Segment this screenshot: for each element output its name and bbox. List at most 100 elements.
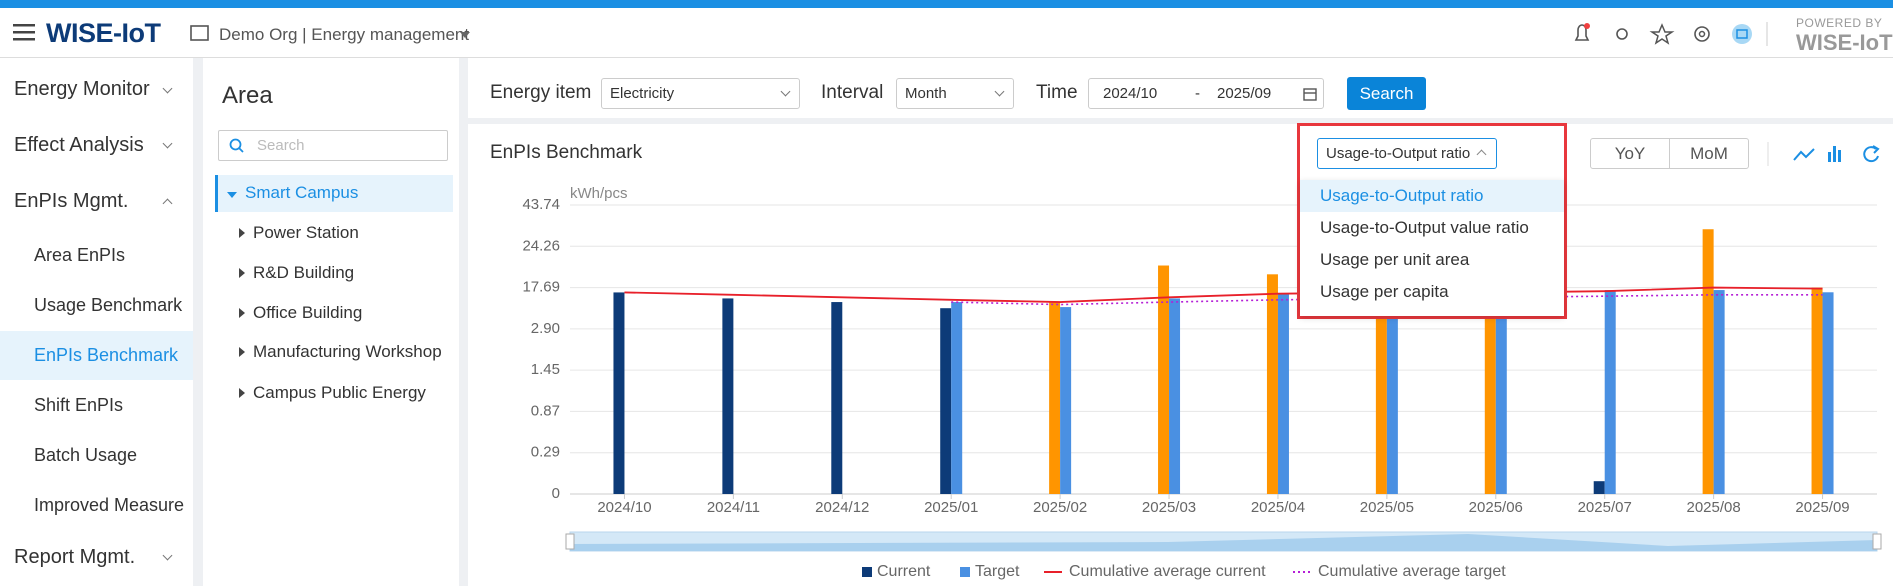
search-box[interactable]: Search <box>218 130 448 161</box>
submenu-item[interactable]: Improved Measure <box>34 495 185 515</box>
bar <box>1375 310 1387 494</box>
y-tick-label: 0.29 <box>531 444 560 461</box>
submenu-item[interactable]: Usage Benchmark <box>34 295 183 315</box>
submenu-item[interactable]: Area EnPIs <box>34 245 126 265</box>
y-axis-unit: kWh/pcs <box>570 185 628 202</box>
x-tick-label: 2024/12 <box>815 499 869 516</box>
header-icons <box>1574 22 1768 46</box>
y-tick-label: 17.69 <box>522 279 560 296</box>
date-range[interactable]: 2024/10 - 2025/09 <box>1088 78 1324 109</box>
metric-option[interactable]: Usage per unit area <box>1320 250 1470 269</box>
y-tick-label: 0.87 <box>531 402 560 419</box>
bar <box>1169 298 1181 494</box>
bar <box>1593 481 1605 494</box>
submenu-item[interactable]: Shift EnPIs <box>34 395 124 415</box>
search-button[interactable]: Search <box>1347 77 1426 110</box>
tree-node[interactable]: R&D Building <box>253 263 355 282</box>
x-tick-label: 2025/07 <box>1578 499 1632 516</box>
bar <box>1484 309 1496 494</box>
bar <box>1158 265 1170 494</box>
metric-option[interactable]: Usage-to-Output ratio <box>1320 186 1484 205</box>
bar <box>1822 292 1834 494</box>
energy-item-select[interactable]: Electricity <box>601 78 800 109</box>
area-title: Area <box>222 82 273 109</box>
filter-label: Time <box>1036 82 1078 103</box>
zoom-handle[interactable] <box>565 533 575 550</box>
x-tick-label: 2025/01 <box>924 499 978 516</box>
menu-icon[interactable] <box>13 22 35 42</box>
metric-option[interactable]: Usage-to-Output value ratio <box>1320 218 1529 237</box>
powered-by: POWERED BY <box>1796 16 1883 30</box>
area-panel: Area Search Smart Campus Power Station R… <box>203 58 459 586</box>
submenu-item[interactable]: EnPIs Benchmark <box>34 345 179 365</box>
folder-icon <box>190 25 209 41</box>
bar <box>1049 302 1061 494</box>
zoom-slider-preview <box>570 534 1877 551</box>
menu-item[interactable]: Effect Analysis <box>14 134 144 156</box>
bar <box>1386 314 1398 494</box>
tree-node[interactable]: Office Building <box>253 303 363 322</box>
chart-tools[interactable] <box>1766 140 1890 168</box>
tree-node[interactable]: Power Station <box>253 223 359 242</box>
select-value: Usage-to-Output ratio <box>1326 145 1471 162</box>
filter-label: Interval <box>821 82 884 103</box>
y-tick-label: 43.74 <box>522 196 560 213</box>
option-highlight <box>1300 180 1564 212</box>
org-selector[interactable]: Demo Org | Energy management <box>219 25 470 44</box>
search-placeholder: Search <box>257 137 305 154</box>
x-tick-label: 2025/05 <box>1360 499 1414 516</box>
bar <box>1604 290 1616 494</box>
legend-label: Cumulative average target <box>1318 563 1506 580</box>
x-tick-label: 2025/09 <box>1795 499 1849 516</box>
menu-item[interactable]: Energy Monitor <box>14 78 150 100</box>
bar <box>1713 290 1725 494</box>
metric-select[interactable]: Usage-to-Output ratio <box>1317 138 1497 169</box>
filter-bar: Energy item Electricity Interval Month T… <box>468 58 1893 118</box>
sidebar: Energy Monitor Effect Analysis EnPIs Mgm… <box>0 58 193 586</box>
y-tick-label: 0 <box>552 485 560 502</box>
brand: WISE-IoT <box>46 18 161 48</box>
legend-label: Cumulative average current <box>1069 563 1266 580</box>
legend-marker <box>960 567 970 577</box>
filter-label: Energy item <box>490 82 592 103</box>
x-tick-label: 2025/03 <box>1142 499 1196 516</box>
metric-dropdown: Usage-to-Output ratio Usage-to-Output va… <box>1300 180 1564 316</box>
interval-select[interactable]: Month <box>896 78 1014 109</box>
bar <box>1702 229 1714 494</box>
highlight-box <box>1297 123 1567 319</box>
x-tick-label: 2025/06 <box>1469 499 1523 516</box>
chart: EnPIs Benchmark kWh/pcs 0 0.29 0.87 1.45 2.9… <box>490 142 1882 580</box>
header: WISE-IoT Demo Org | Energy management PO… <box>0 0 1893 58</box>
select-value: Electricity <box>610 85 675 102</box>
tree-selected-bg <box>215 175 453 212</box>
bar <box>1495 313 1507 494</box>
tree-node[interactable]: Smart Campus <box>245 183 359 202</box>
active-menu-bg <box>0 331 193 380</box>
bar <box>1060 307 1072 494</box>
legend-label: Current <box>877 563 931 580</box>
yoy-button[interactable]: YoY <box>1590 138 1670 169</box>
tree-node[interactable]: Campus Public Energy <box>253 383 426 402</box>
bar <box>722 298 734 494</box>
tree-node[interactable]: Manufacturing Workshop <box>253 342 442 361</box>
x-tick-label: 2024/10 <box>597 499 651 516</box>
metric-option[interactable]: Usage per capita <box>1320 282 1449 301</box>
submenu-item[interactable]: Batch Usage <box>34 445 138 465</box>
bar <box>1811 287 1823 494</box>
select-value: Month <box>905 85 947 102</box>
y-tick-label: 1.45 <box>531 361 560 378</box>
mom-button[interactable]: MoM <box>1669 138 1749 169</box>
menu-item[interactable]: EnPIs Mgmt. <box>14 190 129 212</box>
x-tick-label: 2024/11 <box>707 499 760 516</box>
x-tick-label: 2025/02 <box>1033 499 1087 516</box>
y-tick-label: 24.26 <box>522 237 560 254</box>
y-tick-label: 2.90 <box>531 320 560 337</box>
bar <box>613 292 625 494</box>
powered-brand: WISE-IoT <box>1796 30 1893 55</box>
bar <box>1277 293 1289 494</box>
org-caret[interactable] <box>460 32 470 38</box>
zoom-handle[interactable] <box>1872 533 1882 550</box>
bar <box>1266 274 1278 494</box>
menu-item[interactable]: Report Mgmt. <box>14 546 136 568</box>
